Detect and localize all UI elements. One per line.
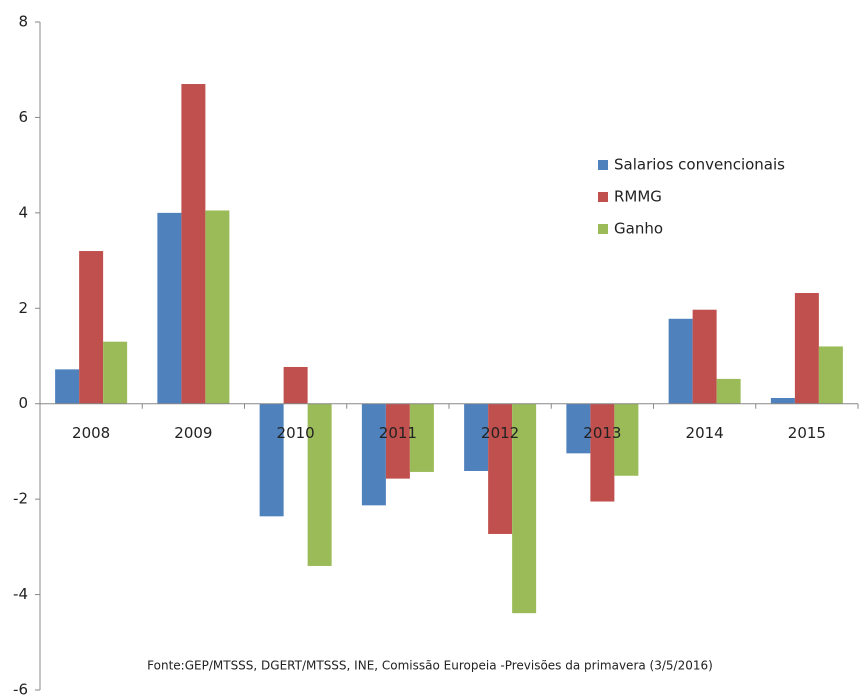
- x-tick-label: 2009: [174, 424, 212, 442]
- y-tick-label: 6: [18, 108, 28, 126]
- y-tick-label: 0: [18, 394, 28, 412]
- x-tick-label: 2010: [277, 424, 315, 442]
- bar: [79, 251, 104, 404]
- bar: [385, 403, 410, 479]
- x-tick-label: 2015: [788, 424, 826, 442]
- y-tick-label: 2: [18, 299, 28, 317]
- legend-label: Salarios convencionais: [614, 156, 785, 174]
- legend-label: Ganho: [614, 220, 663, 238]
- y-tick-label: -2: [13, 490, 28, 508]
- y-tick-label: 4: [18, 203, 28, 221]
- bar: [259, 403, 284, 517]
- bar: [716, 378, 741, 404]
- legend-swatch: [598, 160, 608, 170]
- x-tick-label: 2014: [686, 424, 724, 442]
- x-tick-label: 2013: [583, 424, 621, 442]
- x-tick-label: 2011: [379, 424, 417, 442]
- bar: [205, 210, 230, 404]
- legend-swatch: [598, 224, 608, 234]
- legend-swatch: [598, 192, 608, 202]
- x-tick-label: 2008: [72, 424, 110, 442]
- bar: [818, 346, 843, 404]
- bar: [590, 403, 615, 502]
- bar: [103, 341, 128, 404]
- legend-label: RMMG: [614, 188, 662, 206]
- bar: [464, 403, 489, 471]
- y-tick-label: 8: [18, 13, 28, 31]
- source-note: Fonte:GEP/MTSSS, DGERT/MTSSS, INE, Comis…: [147, 659, 713, 673]
- bar: [55, 369, 80, 404]
- bar: [512, 403, 537, 614]
- bar: [283, 366, 308, 404]
- x-tick-label: 2012: [481, 424, 519, 442]
- bar: [794, 293, 819, 404]
- bar: [488, 403, 513, 534]
- bar: [566, 403, 591, 454]
- bar: [157, 212, 182, 404]
- y-tick-label: -6: [13, 681, 28, 697]
- bar: [307, 403, 332, 566]
- bar: [614, 403, 639, 476]
- bar: [409, 403, 434, 472]
- bar: [692, 309, 717, 404]
- bar: [770, 397, 795, 404]
- bar: [361, 403, 386, 506]
- bar: [668, 318, 693, 404]
- y-tick-label: -4: [13, 585, 28, 603]
- bar: [181, 84, 206, 404]
